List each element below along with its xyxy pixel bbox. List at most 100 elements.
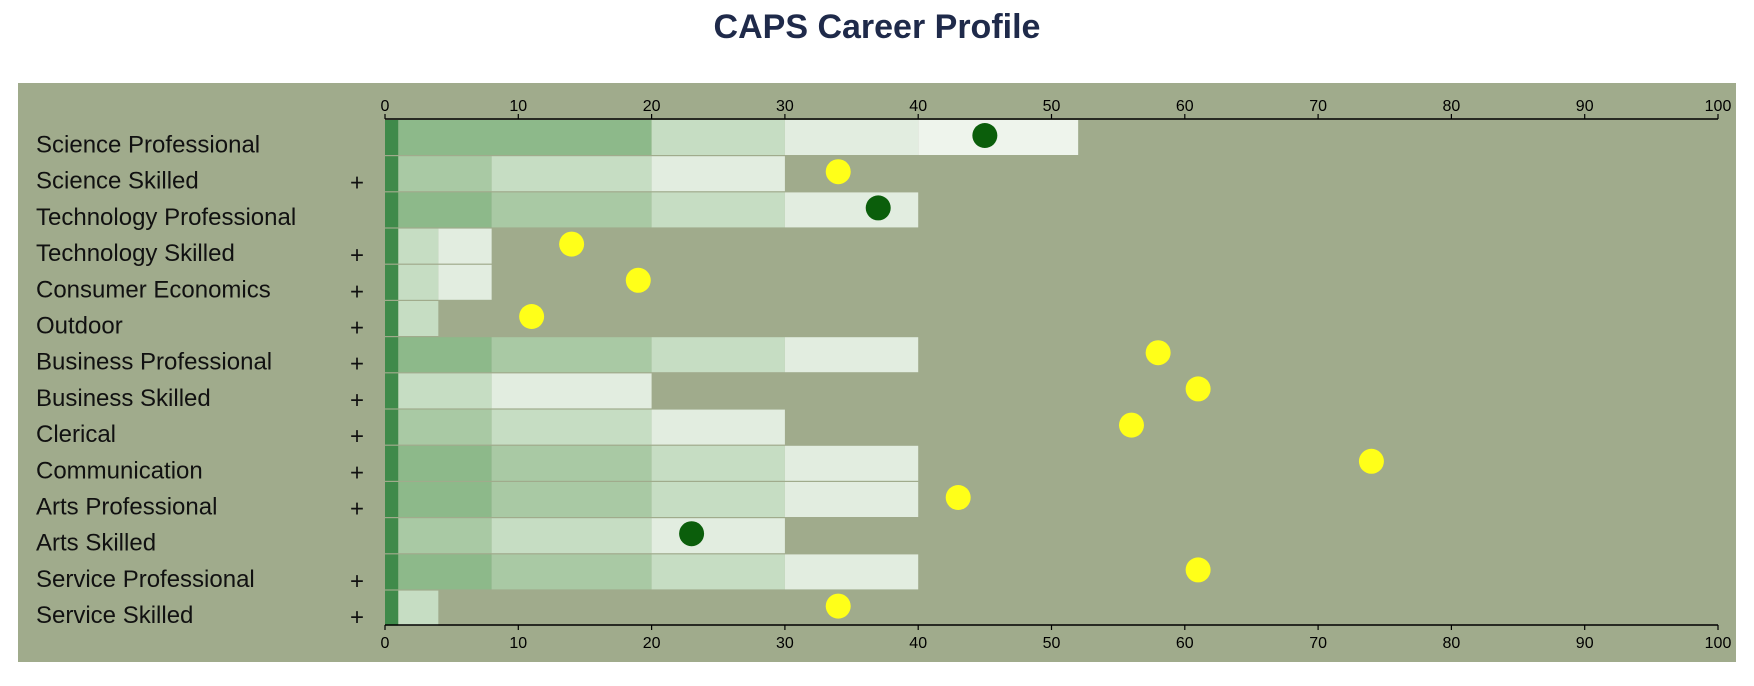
bar-band — [398, 264, 439, 300]
bar-band — [784, 337, 919, 373]
bar-band — [651, 192, 785, 228]
bottom-tick-label: 20 — [643, 635, 661, 652]
bar-band — [398, 590, 439, 626]
bar-band — [398, 373, 492, 409]
bar-band — [491, 156, 652, 192]
top-tick-label: 100 — [1705, 98, 1732, 115]
category-label: Technology Professional — [36, 204, 296, 231]
plus-mark: + — [350, 351, 364, 378]
bar-band — [398, 482, 492, 517]
plus-mark: + — [350, 170, 364, 197]
bar-band — [385, 590, 399, 626]
bottom-tick-label: 0 — [381, 635, 390, 652]
bar-band — [651, 445, 785, 481]
bar-band — [651, 518, 785, 554]
score-marker — [865, 195, 891, 221]
bar-band — [651, 482, 785, 517]
bar-band — [651, 120, 785, 155]
category-label: Service Professional — [36, 566, 255, 593]
bar-band — [385, 192, 399, 228]
category-label: Outdoor — [36, 313, 123, 340]
bar-band — [398, 192, 492, 228]
bottom-tick-label: 10 — [509, 635, 527, 652]
bar-band — [918, 120, 1079, 155]
bar-band — [385, 156, 399, 192]
bar-band — [491, 482, 652, 517]
bar-band — [385, 373, 399, 409]
plus-mark: + — [350, 568, 364, 595]
bar-band — [491, 373, 652, 409]
score-marker — [1358, 448, 1384, 474]
score-marker — [825, 159, 851, 185]
score-marker — [972, 123, 998, 148]
plus-mark: + — [350, 315, 364, 342]
bar-band — [385, 120, 399, 155]
plus-mark: + — [350, 496, 364, 523]
category-label: Arts Professional — [36, 494, 217, 521]
bar-band — [385, 228, 399, 264]
plus-mark: + — [350, 604, 364, 631]
category-label: Clerical — [36, 421, 116, 448]
score-marker — [1185, 557, 1211, 583]
bar-band — [398, 445, 492, 481]
bar-band — [651, 337, 785, 373]
category-label: Business Professional — [36, 349, 272, 376]
top-tick-label: 40 — [909, 98, 927, 115]
bar-band — [784, 192, 919, 228]
bottom-tick-label: 60 — [1176, 635, 1194, 652]
category-label: Science Professional — [36, 132, 260, 159]
bar-band — [398, 409, 492, 445]
bar-band — [491, 554, 652, 590]
bar-band — [385, 301, 399, 336]
bar-band — [784, 482, 919, 517]
bottom-tick-label: 40 — [909, 635, 927, 652]
bar-band — [651, 554, 785, 590]
bar-band — [438, 264, 492, 300]
bottom-tick-label: 70 — [1309, 635, 1327, 652]
bar-band — [491, 445, 652, 481]
bar-band — [784, 554, 919, 590]
bottom-tick-label: 90 — [1576, 635, 1594, 652]
plus-mark: + — [350, 387, 364, 414]
category-label: Science Skilled — [36, 168, 199, 195]
bar-band — [651, 409, 785, 445]
chart-title: CAPS Career Profile — [713, 8, 1041, 46]
bottom-tick-label: 30 — [776, 635, 794, 652]
score-marker — [625, 267, 651, 293]
bottom-tick-label: 50 — [1043, 635, 1061, 652]
bar-band — [398, 156, 492, 192]
top-tick-label: 70 — [1309, 98, 1327, 115]
top-tick-label: 90 — [1576, 98, 1594, 115]
bar-band — [398, 120, 652, 155]
bar-band — [398, 554, 492, 590]
score-marker — [519, 304, 545, 329]
score-marker — [1118, 412, 1144, 438]
plus-mark: + — [350, 242, 364, 269]
score-marker — [559, 231, 585, 257]
bar-band — [491, 337, 652, 373]
bar-band — [438, 228, 492, 264]
score-marker — [945, 485, 971, 510]
score-marker — [825, 593, 851, 619]
category-label: Arts Skilled — [36, 530, 156, 557]
top-tick-label: 80 — [1443, 98, 1461, 115]
top-tick-label: 50 — [1043, 98, 1061, 115]
plus-mark: + — [350, 423, 364, 450]
bar-band — [398, 228, 439, 264]
bar-band — [784, 120, 919, 155]
bar-band — [385, 482, 399, 517]
category-label: Consumer Economics — [36, 276, 271, 303]
score-marker — [1185, 376, 1211, 402]
top-tick-label: 20 — [643, 98, 661, 115]
category-label: Communication — [36, 457, 203, 484]
bar-band — [491, 518, 652, 554]
top-tick-label: 60 — [1176, 98, 1194, 115]
score-marker — [1145, 340, 1171, 366]
bar-band — [398, 518, 492, 554]
bar-band — [385, 518, 399, 554]
bar-band — [385, 554, 399, 590]
bar-band — [398, 337, 492, 373]
bar-band — [651, 156, 785, 192]
score-marker — [679, 521, 705, 547]
